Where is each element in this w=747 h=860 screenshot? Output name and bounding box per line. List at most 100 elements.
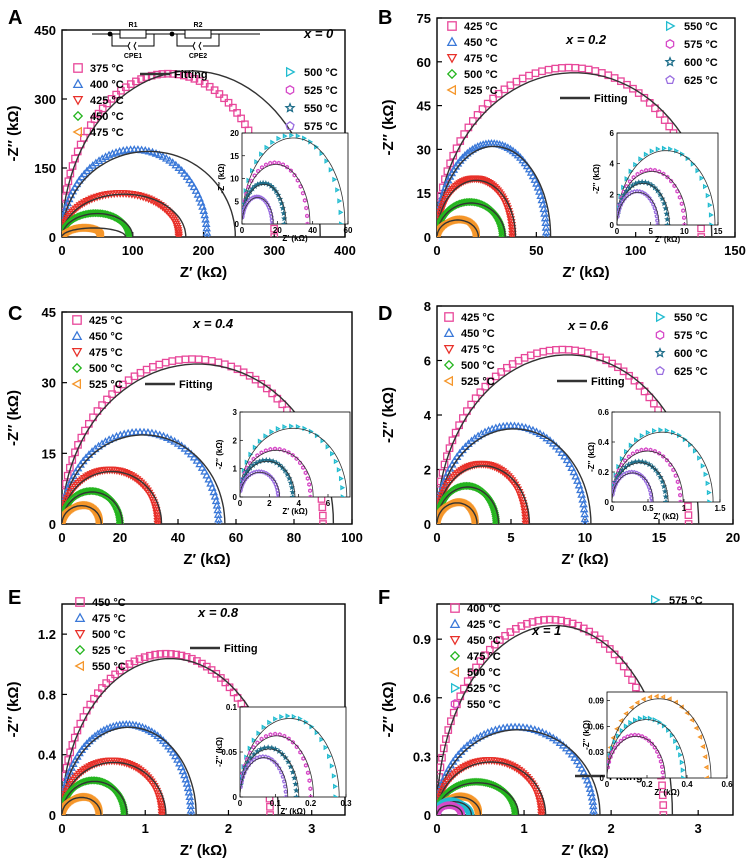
resistor: [119, 29, 147, 39]
fitting-line: [617, 191, 660, 225]
data-point: [637, 715, 643, 722]
legend-marker: [446, 36, 458, 47]
data-point: [151, 650, 159, 659]
axis-xtick-label: 1: [142, 821, 149, 836]
data-point: [185, 73, 194, 81]
data-point: [90, 115, 99, 124]
data-point: [308, 786, 313, 792]
data-point: [68, 186, 78, 195]
inset-y-title: -Z′′ (kΩ): [217, 163, 226, 193]
data-point: [628, 719, 634, 726]
data-point: [336, 467, 342, 473]
data-point: [508, 233, 517, 237]
circuit-node: [107, 31, 113, 37]
data-point: [70, 182, 80, 191]
data-point: [140, 653, 149, 662]
data-point: [573, 476, 582, 484]
legend-label: 450 °C: [90, 111, 124, 123]
data-point: [703, 764, 709, 771]
data-point: [195, 459, 204, 468]
data-point: [167, 650, 175, 658]
data-point: [256, 458, 263, 465]
axis-xtick-label: 100: [122, 243, 144, 258]
data-point: [266, 204, 272, 210]
axis-ytick-label: 0: [49, 517, 56, 532]
data-point: [610, 735, 616, 741]
main-series-0: [437, 345, 700, 524]
data-point: [661, 171, 666, 177]
data-point: [173, 227, 183, 235]
fitting-line: [62, 780, 128, 815]
data-point: [291, 713, 297, 720]
composition-label: x = 0.2: [565, 32, 607, 47]
axis-ytick-label: 0.9: [413, 632, 431, 647]
inset-axis-xtick-label: 4: [296, 499, 301, 508]
data-point: [337, 198, 343, 204]
inset-axis-xtick-label: 0.2: [305, 799, 317, 808]
data-point: [647, 715, 653, 721]
data-point: [289, 493, 296, 497]
data-point: [338, 475, 344, 482]
cpe-label: CPE1: [124, 53, 142, 60]
inset-series-1: [607, 715, 687, 778]
main-series-1: [437, 722, 601, 815]
data-point: [276, 765, 282, 771]
data-point: [282, 133, 288, 139]
axis-xtick-label: 60: [229, 530, 243, 545]
data-point: [628, 676, 636, 684]
legend-marker: [443, 327, 455, 338]
data-point: [94, 109, 103, 118]
data-point: [125, 231, 134, 237]
data-point: [270, 476, 275, 481]
data-point: [643, 478, 649, 483]
data-point: [625, 371, 633, 380]
legend-marker: [72, 78, 84, 89]
data-point: [557, 448, 567, 456]
inset-axis-frame: [611, 411, 721, 503]
data-point: [496, 636, 504, 644]
data-point: [107, 94, 116, 103]
inset-axis-xtick-label: 15: [714, 227, 723, 236]
fitting-line: [62, 212, 134, 237]
data-point: [680, 767, 686, 773]
data-point: [329, 763, 335, 769]
inset-series-3: [242, 194, 275, 224]
data-point: [652, 448, 657, 454]
axis-xtick-label: 400: [334, 243, 356, 258]
inset-axis-xtick-label: 0: [605, 780, 610, 789]
legend-label: 525 °C: [92, 645, 126, 657]
inset-series-2: [240, 744, 300, 797]
data-point: [250, 751, 258, 757]
inset-series-group: [240, 713, 340, 797]
data-point: [655, 146, 661, 152]
data-point: [567, 463, 576, 472]
data-point: [338, 209, 344, 216]
inset-axis-xtick-label: 0: [240, 226, 245, 235]
data-point: [640, 387, 649, 396]
data-point: [681, 208, 686, 214]
data-point: [192, 456, 202, 464]
axis-xtick-label: 150: [724, 243, 746, 258]
legend-marker: [72, 315, 82, 325]
legend-marker: [450, 699, 460, 709]
data-point: [279, 714, 285, 720]
inset-axis-xtick-label: 0.2: [641, 780, 653, 789]
inset-x-title: Z′ (kΩ): [280, 807, 306, 816]
data-point: [530, 725, 540, 734]
inset-series-0: [607, 693, 712, 778]
data-point: [215, 90, 224, 98]
legend-label: 625 °C: [674, 366, 708, 378]
cpe-wire: [176, 34, 220, 47]
fitting-line: [437, 782, 520, 815]
inset-series-0: [240, 713, 340, 797]
data-point: [314, 432, 320, 439]
legend-marker: [665, 20, 676, 32]
data-point: [704, 775, 709, 778]
inset-series-2: [612, 458, 670, 502]
data-point: [113, 385, 122, 393]
legend-marker: [447, 21, 457, 31]
data-point: [684, 520, 693, 524]
axis-ytick-label: 60: [417, 55, 431, 70]
data-point: [678, 752, 684, 758]
